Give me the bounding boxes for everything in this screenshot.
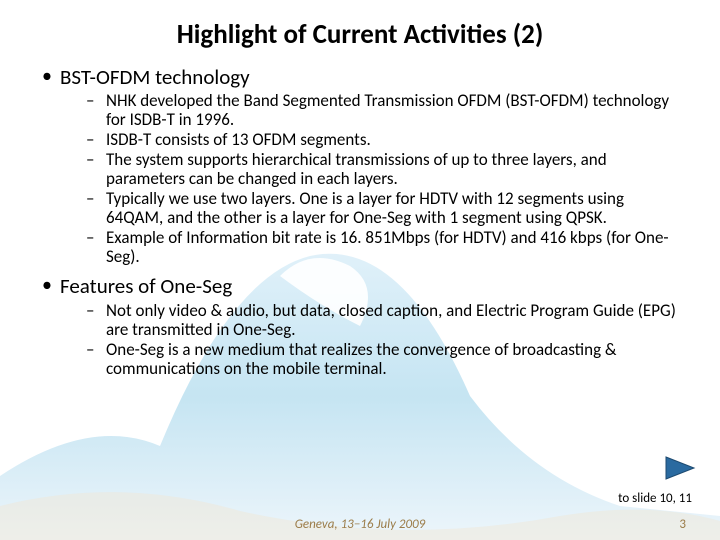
bullet-item: One-Seg is a new medium that realizes th… <box>86 340 682 378</box>
section-1: BST-OFDM technology NHK developed the Ba… <box>38 65 682 266</box>
slide-title: Highlight of Current Activities (2) <box>38 18 682 51</box>
bullet-item: Example of Information bit rate is 16. 8… <box>86 228 682 266</box>
next-arrow-icon[interactable] <box>664 455 698 486</box>
content-list: BST-OFDM technology NHK developed the Ba… <box>38 65 682 378</box>
section-1-heading: BST-OFDM technology <box>60 64 250 90</box>
bullet-item: ISDB-T consists of 13 OFDM segments. <box>86 130 682 149</box>
section-1-bullets: NHK developed the Band Segmented Transmi… <box>60 91 682 266</box>
page-number: 3 <box>679 517 686 532</box>
section-2: Features of One-Seg Not only video & aud… <box>38 274 682 377</box>
footer-location-date: Geneva, 13−16 July 2009 <box>0 517 720 532</box>
bullet-item: Not only video & audio, but data, closed… <box>86 301 682 339</box>
section-2-heading: Features of One-Seg <box>60 273 232 299</box>
bullet-item: The system supports hierarchical transmi… <box>86 150 682 188</box>
bullet-item: NHK developed the Band Segmented Transmi… <box>86 91 682 129</box>
section-2-bullets: Not only video & audio, but data, closed… <box>60 301 682 378</box>
bullet-item: Typically we use two layers. One is a la… <box>86 189 682 227</box>
slide-link-note: to slide 10, 11 <box>618 491 692 506</box>
